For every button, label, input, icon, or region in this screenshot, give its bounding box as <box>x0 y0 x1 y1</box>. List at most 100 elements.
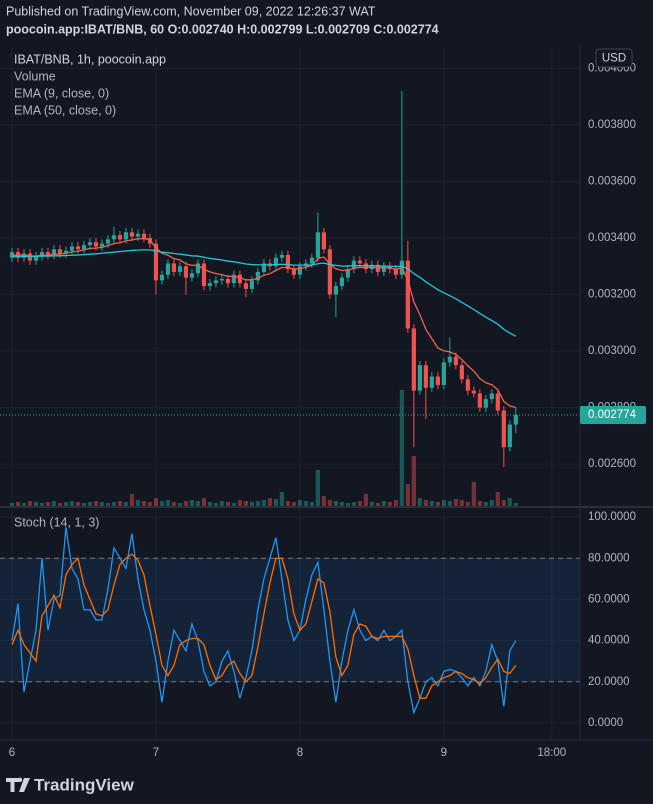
candle-body <box>57 249 63 254</box>
volume-bar <box>477 501 482 506</box>
candle-body <box>63 250 69 254</box>
candle-body <box>405 260 410 329</box>
volume-bar <box>321 496 326 506</box>
volume-bar <box>57 503 63 506</box>
volume-bar <box>231 503 237 506</box>
y-tick-label: 40.0000 <box>588 635 630 647</box>
volume-bar <box>453 499 458 506</box>
volume-bar <box>333 501 338 506</box>
candle-body <box>417 365 422 391</box>
volume-bar <box>489 500 494 506</box>
volume-bar <box>69 501 75 506</box>
volume-bar <box>303 501 308 506</box>
indicator-line <box>11 527 517 715</box>
volume-bar <box>351 502 356 506</box>
candle-body <box>123 232 129 240</box>
last-price-badge <box>580 405 646 424</box>
volume-bar <box>441 500 446 506</box>
volume-bar <box>219 501 225 506</box>
candle-body <box>195 263 201 274</box>
volume-bar <box>99 502 105 506</box>
candle-body <box>501 410 506 448</box>
candle-body <box>429 376 434 388</box>
candle-body <box>261 263 267 272</box>
volume-bar <box>129 494 135 506</box>
x-tick-label: 6 <box>9 747 15 759</box>
volume-bar <box>165 500 171 506</box>
volume-bar <box>513 503 518 506</box>
candle-body <box>237 274 243 284</box>
volume-bar <box>201 498 207 506</box>
volume-bar <box>285 501 290 506</box>
volume-bar <box>411 456 416 506</box>
volume-bar <box>261 500 267 506</box>
candle-body <box>153 243 159 281</box>
currency-label: USD <box>602 53 626 65</box>
candle-body <box>9 252 15 258</box>
stoch-band <box>0 558 580 682</box>
candle-body <box>99 243 105 247</box>
volume-bar <box>495 492 500 506</box>
brand-logo: TradingView <box>6 775 135 794</box>
volume-bar <box>93 501 99 506</box>
volume-bar <box>183 501 189 506</box>
volume-bar <box>21 503 27 506</box>
candle-body <box>273 257 279 267</box>
candle-body <box>441 362 446 385</box>
currency-badge <box>595 48 633 68</box>
volume-bar <box>405 484 410 506</box>
x-tick-label: 8 <box>297 747 303 759</box>
candle-body <box>213 280 219 284</box>
volume-bar <box>159 501 165 506</box>
indicator-line <box>11 553 517 699</box>
volume-bar <box>393 500 398 506</box>
y-tick-label: 0.003000 <box>588 345 636 357</box>
candle-body <box>351 260 356 270</box>
volume-bar <box>111 502 117 506</box>
volume-bar <box>399 390 404 506</box>
x-tick-label: 9 <box>441 747 447 759</box>
volume-bar <box>27 501 33 506</box>
volume-bar <box>153 498 159 506</box>
candle-body <box>483 399 488 408</box>
y-tick-label: 60.0000 <box>588 593 630 605</box>
candle-body <box>21 253 27 258</box>
brand-icon <box>6 777 30 792</box>
volume-bar <box>189 500 195 506</box>
volume-bar <box>447 501 452 506</box>
volume-bar <box>267 498 273 506</box>
volume-bar <box>51 501 57 506</box>
volume-bar <box>45 502 51 506</box>
candle-body <box>201 263 207 287</box>
candle-body <box>477 393 482 408</box>
candle-body <box>411 328 416 391</box>
candle-body <box>219 278 225 281</box>
candle-body <box>189 273 195 278</box>
candle-body <box>255 271 261 281</box>
candle-body <box>453 356 458 366</box>
candle-body <box>225 278 231 284</box>
candle-body <box>183 266 189 278</box>
volume-bar <box>309 502 314 506</box>
volume-bar <box>135 500 141 506</box>
volume-bar <box>177 503 183 506</box>
indicator-line <box>12 249 517 337</box>
volume-bar <box>459 500 464 506</box>
candle-body <box>81 245 87 250</box>
published-line: Published on TradingView.com, November 0… <box>6 4 376 18</box>
candle-body <box>495 393 500 411</box>
candle-body <box>285 254 290 270</box>
volume-bar <box>375 503 380 506</box>
volume-bar <box>501 500 506 506</box>
y-tick-label: 80.0000 <box>588 552 630 564</box>
candle-body <box>513 414 518 425</box>
candle-body <box>87 242 93 246</box>
y-tick-label: 0.003400 <box>588 232 636 244</box>
volume-bar <box>255 501 261 506</box>
candle-body <box>291 269 296 275</box>
candle-body <box>507 424 512 448</box>
volume-bar <box>369 502 374 506</box>
volume-bar <box>387 502 392 506</box>
volume-bar <box>33 502 39 506</box>
